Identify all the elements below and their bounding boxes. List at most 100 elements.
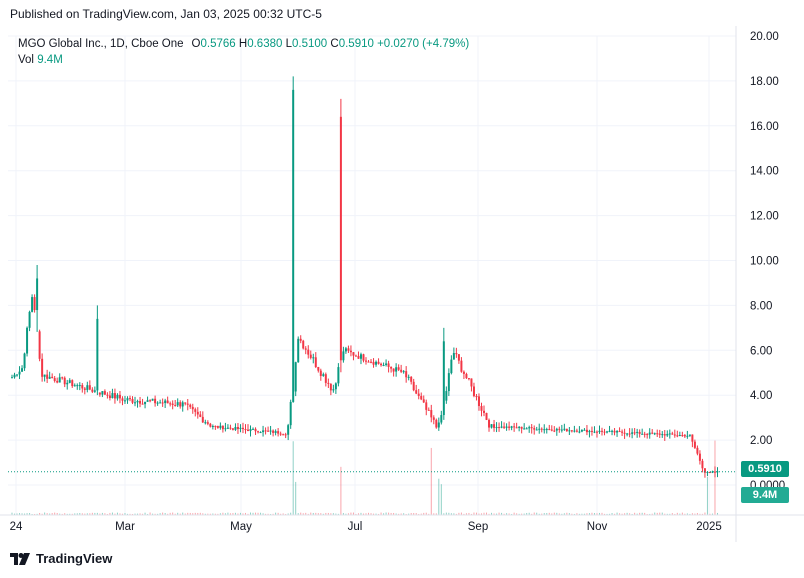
candle-body — [636, 431, 639, 433]
volume-bar — [614, 513, 616, 515]
volume-bar — [538, 513, 540, 515]
close-value: 0.5910 — [338, 38, 374, 50]
volume-bar — [654, 512, 656, 515]
volume-bar — [556, 512, 558, 515]
candle-body — [681, 434, 684, 436]
volume-bar — [51, 513, 53, 515]
volume-bar — [224, 513, 226, 515]
volume-bar — [234, 512, 236, 515]
volume-bar — [473, 512, 475, 515]
candle-body — [628, 433, 631, 435]
volume-bar — [295, 481, 297, 515]
candle-body — [349, 350, 352, 353]
volume-bar — [174, 513, 176, 515]
volume-bar — [232, 513, 234, 515]
volume-bar — [109, 512, 111, 515]
candle-body — [611, 430, 614, 432]
volume-bar — [368, 512, 370, 515]
volume-bar — [290, 512, 292, 515]
price-chart[interactable]: 20.00 18.00 16.00 14.00 12.00 10.00 8.00 6.00 4.… — [0, 26, 804, 542]
candle-body — [234, 426, 237, 430]
volume-bar — [54, 512, 56, 515]
chart-area[interactable]: 20.00 18.00 16.00 14.00 12.00 10.00 8.00 6.00 4.… — [0, 26, 804, 542]
candle-body — [407, 376, 410, 378]
volume-bar — [142, 513, 144, 515]
candle-body — [357, 355, 360, 359]
candle-body — [154, 398, 157, 404]
candle-body — [184, 402, 187, 404]
volume-bar — [616, 512, 618, 515]
volume-bar — [84, 513, 86, 515]
volume-bar — [76, 513, 78, 515]
candle-body — [372, 361, 375, 365]
volume-bar — [528, 512, 530, 515]
volume-bar — [448, 512, 450, 515]
volume-row: Vol 9.4M — [18, 52, 469, 68]
volume-bar — [679, 513, 681, 515]
volume-bar — [518, 513, 520, 515]
candle-body — [76, 385, 79, 387]
last-price-tag: 0.5910 — [741, 461, 789, 477]
volume-bar — [699, 513, 701, 515]
candle-body — [683, 435, 686, 437]
volume-bar — [282, 513, 284, 515]
volume-bar — [19, 513, 21, 515]
candle-body — [354, 355, 357, 357]
candle-body — [164, 400, 167, 404]
volume-bar — [541, 513, 543, 515]
volume-bar — [558, 513, 560, 515]
candle-body — [282, 434, 285, 436]
volume-bar — [106, 513, 108, 515]
volume-bar — [96, 512, 98, 515]
volume-bar — [71, 513, 73, 515]
volume-bar — [147, 513, 149, 515]
candle-body — [663, 434, 666, 436]
candle-body — [166, 400, 169, 404]
tradingview-logo[interactable]: TradingView — [10, 551, 112, 566]
volume-bar — [29, 513, 31, 515]
volume-bar — [596, 513, 598, 515]
volume-bar — [458, 512, 460, 515]
candle-body — [713, 471, 716, 473]
candle-body — [588, 430, 591, 433]
candle-body — [78, 385, 81, 387]
candle-body — [528, 427, 531, 429]
candle-body — [151, 398, 154, 401]
volume-bar — [488, 513, 490, 515]
volume-bar — [214, 513, 216, 515]
volume-tag: 9.4M — [741, 487, 789, 503]
candle-body — [159, 402, 162, 404]
volume-bar — [59, 513, 61, 515]
candle-body — [73, 385, 76, 387]
volume-bar — [119, 513, 121, 515]
y-tick-label: 8.00 — [750, 300, 772, 312]
volume-bar — [588, 513, 590, 515]
volume-bar — [144, 512, 146, 515]
candle-body — [68, 380, 71, 383]
volume-bar — [239, 512, 241, 515]
volume-bar — [701, 513, 703, 515]
candle-body — [322, 374, 325, 376]
time-axis[interactable]: 24 Mar May Jul Sep Nov 2025 — [0, 514, 804, 533]
volume-bar — [169, 512, 171, 515]
candle-body — [11, 377, 13, 379]
candle-body — [302, 340, 305, 349]
volume-bar — [302, 513, 304, 515]
candle-body — [297, 338, 300, 363]
candle-body — [58, 377, 61, 383]
candle-body — [400, 369, 403, 372]
volume-bar — [335, 513, 337, 515]
candle-body — [352, 352, 355, 356]
price-axis[interactable]: 20.00 18.00 16.00 14.00 12.00 10.00 8.00 6.00 4.… — [735, 26, 785, 542]
volume-bar — [418, 513, 420, 515]
candle-body — [385, 363, 388, 365]
volume-bar — [433, 513, 435, 515]
volume-bar — [116, 512, 118, 515]
volume-bar — [516, 513, 518, 515]
volume-bar — [533, 512, 535, 515]
candle-body — [299, 338, 302, 341]
candle-body — [656, 433, 659, 435]
candle-body — [339, 116, 342, 361]
volume-bar — [360, 512, 362, 515]
candle-body — [229, 427, 232, 429]
